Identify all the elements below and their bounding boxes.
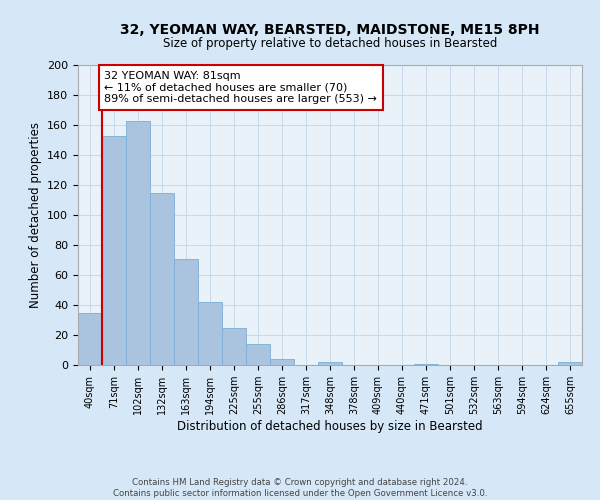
Bar xyxy=(174,258,198,365)
Bar xyxy=(318,362,342,365)
Bar xyxy=(222,328,246,365)
Text: Size of property relative to detached houses in Bearsted: Size of property relative to detached ho… xyxy=(163,38,497,51)
Text: Contains HM Land Registry data © Crown copyright and database right 2024.
Contai: Contains HM Land Registry data © Crown c… xyxy=(113,478,487,498)
Text: 32 YEOMAN WAY: 81sqm
← 11% of detached houses are smaller (70)
89% of semi-detac: 32 YEOMAN WAY: 81sqm ← 11% of detached h… xyxy=(104,71,377,104)
Bar xyxy=(198,302,222,365)
Bar xyxy=(78,312,102,365)
Bar xyxy=(558,362,582,365)
Bar xyxy=(246,344,270,365)
Text: 32, YEOMAN WAY, BEARSTED, MAIDSTONE, ME15 8PH: 32, YEOMAN WAY, BEARSTED, MAIDSTONE, ME1… xyxy=(120,22,540,36)
X-axis label: Distribution of detached houses by size in Bearsted: Distribution of detached houses by size … xyxy=(177,420,483,433)
Bar xyxy=(126,120,150,365)
Y-axis label: Number of detached properties: Number of detached properties xyxy=(29,122,41,308)
Bar xyxy=(270,359,294,365)
Bar xyxy=(102,136,126,365)
Bar xyxy=(414,364,438,365)
Bar xyxy=(150,192,174,365)
